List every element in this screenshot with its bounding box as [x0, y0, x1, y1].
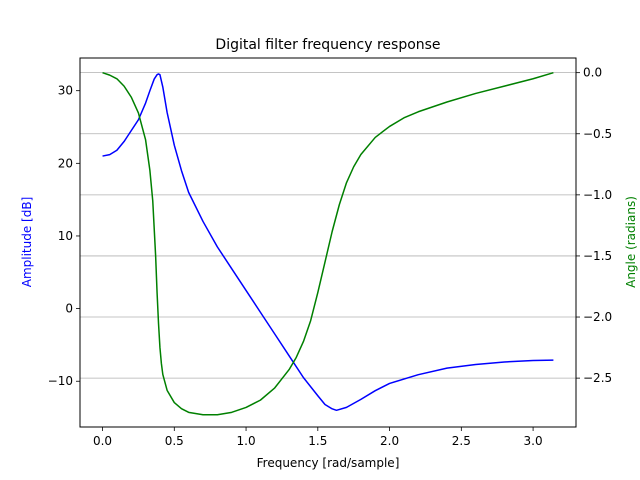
y-tick-label: 0 — [65, 302, 73, 316]
grid-layer — [80, 72, 576, 379]
x-tick-label: 2.0 — [380, 434, 399, 448]
y-tick-label: 10 — [58, 229, 73, 243]
x-axis-ticks: 0.0 0.5 1.0 1.5 2.0 2.5 3.0 — [93, 427, 543, 448]
y2-tick-label: −2.0 — [583, 310, 612, 324]
amplitude-line — [102, 73, 554, 412]
x-tick-label: 3.0 — [524, 434, 543, 448]
x-tick-label: 0.5 — [165, 434, 184, 448]
y-axis-ticks: −10 0 10 20 30 — [48, 84, 80, 388]
series-layer — [102, 71, 554, 416]
plot-frame — [79, 57, 577, 428]
angle-line — [102, 71, 554, 416]
y-tick-label: 20 — [58, 156, 73, 170]
x-axis-label: Frequency [rad/sample] — [257, 456, 400, 470]
y2-tick-label: −2.5 — [583, 371, 612, 385]
chart-title: Digital filter frequency response — [215, 37, 440, 53]
x-tick-label: 1.5 — [308, 434, 327, 448]
y-tick-label: −10 — [48, 374, 73, 388]
x-tick-label: 1.0 — [237, 434, 256, 448]
x-tick-label: 2.5 — [452, 434, 471, 448]
y2-tick-label: −1.0 — [583, 188, 612, 202]
x-tick-label: 0.0 — [93, 434, 112, 448]
y2-axis-ticks: −2.5 −2.0 −1.5 −1.0 −0.5 0.0 — [576, 66, 612, 385]
y2-tick-label: −0.5 — [583, 127, 612, 141]
y2-tick-label: −1.5 — [583, 249, 612, 263]
y-tick-label: 30 — [58, 84, 73, 98]
y-axis-label: Amplitude [dB] — [20, 197, 34, 288]
y2-axis-label: Angle (radians) — [624, 196, 638, 288]
y2-tick-label: 0.0 — [583, 66, 602, 80]
